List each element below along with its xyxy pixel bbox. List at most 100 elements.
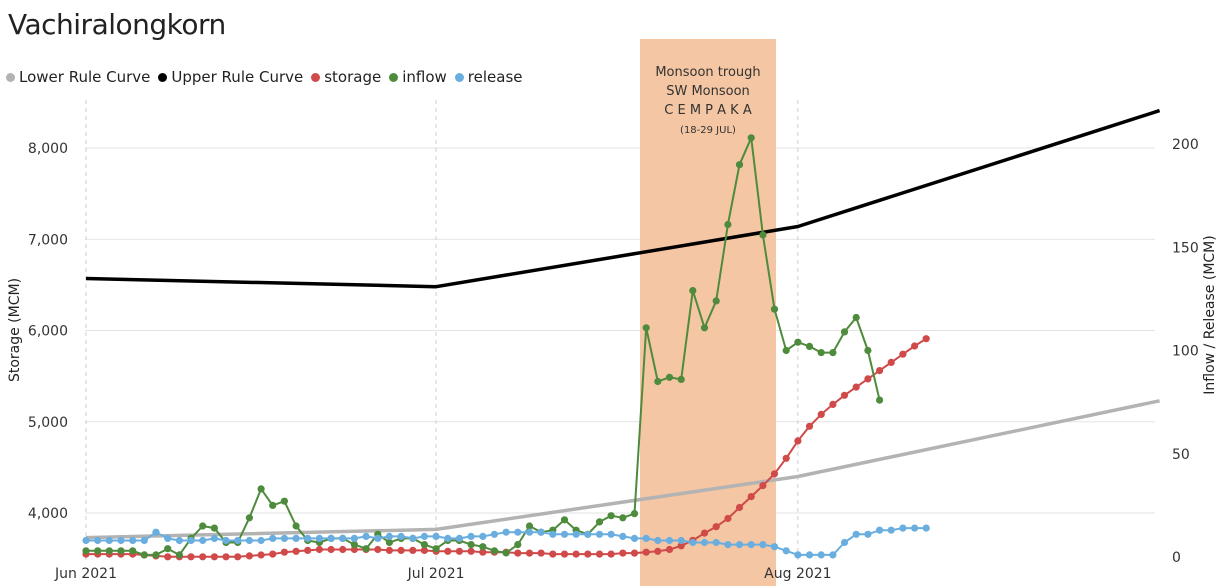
data-point-storage — [187, 553, 195, 561]
data-point-inflow — [630, 509, 639, 518]
data-point-storage — [712, 523, 720, 531]
data-point-storage — [199, 553, 207, 561]
data-point-inflow — [852, 313, 860, 322]
y-axis-title-left: Storage (MCM) — [7, 278, 23, 382]
data-point-release — [420, 532, 428, 541]
annotation-line: C E M P A K A — [664, 103, 752, 118]
data-point-release — [514, 528, 522, 536]
data-point-storage — [805, 422, 814, 430]
legend-item-lower-rule[interactable]: Lower Rule Curve — [6, 68, 150, 86]
data-point-release — [887, 526, 895, 534]
data-point-release — [117, 536, 125, 545]
data-point-storage — [467, 547, 475, 555]
legend-marker-upper-rule — [158, 72, 168, 82]
data-point-inflow — [199, 522, 207, 530]
data-point-release — [105, 536, 113, 545]
data-point-storage — [549, 550, 557, 558]
data-point-release — [712, 538, 720, 547]
data-point-release — [677, 536, 685, 545]
data-point-storage — [700, 529, 709, 537]
data-point-inflow — [280, 497, 288, 505]
data-point-inflow — [724, 220, 732, 229]
data-point-release — [280, 534, 288, 543]
legend-item-release[interactable]: release — [454, 68, 523, 86]
data-point-release — [129, 536, 137, 545]
data-point-storage — [315, 545, 323, 554]
legend-marker-release — [454, 72, 464, 82]
data-point-release — [385, 532, 393, 541]
data-point-storage — [584, 550, 592, 558]
data-point-release — [665, 536, 674, 545]
data-point-release — [724, 541, 732, 549]
data-point-release — [409, 534, 417, 543]
data-point-inflow — [607, 512, 615, 520]
data-point-storage — [840, 391, 849, 399]
y-tick-right: 50 — [1172, 447, 1190, 463]
data-point-storage — [642, 548, 650, 556]
data-point-release — [899, 524, 907, 532]
data-point-inflow — [794, 338, 802, 346]
data-point-inflow — [105, 547, 113, 555]
data-point-release — [642, 534, 650, 543]
data-point-release — [840, 538, 849, 547]
y-tick-left: 5,000 — [28, 415, 68, 431]
data-point-release — [339, 534, 347, 543]
data-point-release — [805, 551, 814, 559]
data-point-inflow — [502, 549, 510, 557]
data-point-inflow — [840, 328, 849, 336]
legend-item-inflow[interactable]: inflow — [389, 68, 447, 86]
data-point-inflow — [269, 501, 277, 509]
data-point-storage — [782, 454, 790, 462]
data-point-release — [164, 534, 172, 543]
legend-item-storage[interactable]: storage — [311, 68, 381, 86]
data-point-release — [444, 534, 452, 543]
data-point-storage — [374, 545, 382, 554]
data-point-release — [490, 530, 498, 538]
series-line-storage — [86, 337, 927, 558]
data-point-inflow — [420, 541, 428, 549]
data-point-release — [549, 530, 557, 538]
data-point-storage — [560, 550, 569, 558]
data-point-storage — [899, 350, 907, 358]
data-point-inflow — [257, 485, 265, 493]
y-tick-right: 100 — [1172, 344, 1199, 360]
legend-item-upper-rule[interactable]: Upper Rule Curve — [158, 68, 303, 86]
data-point-release — [852, 530, 860, 538]
legend-label-upper-rule: Upper Rule Curve — [171, 68, 304, 86]
data-point-inflow — [677, 375, 685, 383]
data-point-inflow — [864, 346, 872, 355]
data-point-inflow — [642, 324, 650, 332]
data-point-storage — [735, 503, 744, 512]
data-point-release — [876, 526, 884, 534]
data-point-storage — [514, 549, 522, 557]
data-point-inflow — [619, 514, 627, 522]
data-point-inflow — [467, 541, 475, 549]
data-point-release — [922, 524, 930, 532]
data-point-storage — [829, 400, 837, 408]
annotation-line: SW Monsoon — [666, 84, 750, 99]
data-point-release — [199, 536, 207, 545]
data-point-storage — [525, 549, 534, 557]
data-point-release — [175, 536, 183, 545]
data-point-release — [269, 534, 277, 543]
y-tick-right: 200 — [1172, 137, 1199, 153]
data-point-storage — [817, 410, 825, 418]
data-point-release — [584, 530, 592, 538]
data-point-release — [654, 536, 662, 545]
data-point-inflow — [782, 346, 790, 355]
x-tick: Aug 2021 — [764, 566, 831, 582]
data-point-inflow — [350, 541, 358, 549]
data-point-inflow — [747, 134, 755, 142]
data-point-release — [770, 543, 779, 551]
y-tick-left: 8,000 — [28, 141, 68, 157]
data-point-storage — [654, 547, 662, 555]
data-point-release — [292, 534, 300, 543]
data-point-release — [350, 534, 358, 543]
data-point-storage — [922, 335, 930, 343]
data-point-storage — [724, 514, 732, 523]
legend-marker-storage — [311, 72, 321, 82]
data-point-storage — [911, 342, 919, 350]
data-point-inflow — [876, 396, 884, 404]
annotation-line: Monsoon trough — [655, 65, 760, 80]
data-point-inflow — [129, 547, 137, 555]
